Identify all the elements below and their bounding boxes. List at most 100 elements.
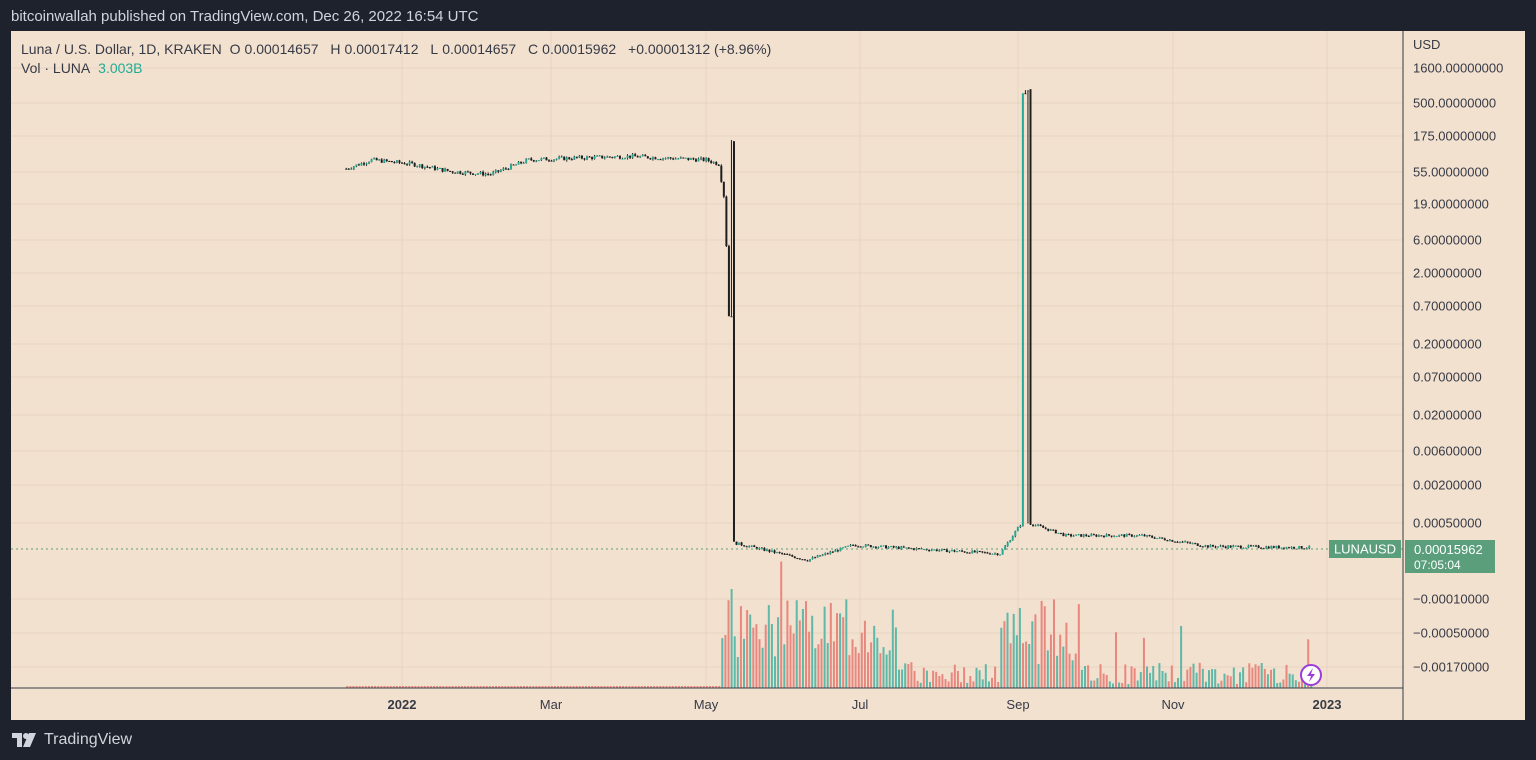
volume-bar bbox=[1037, 663, 1040, 688]
volume-bar bbox=[876, 637, 879, 688]
lightning-icon[interactable] bbox=[1300, 664, 1322, 686]
footer-brand-label: TradingView bbox=[44, 731, 133, 748]
candle-body bbox=[477, 173, 480, 175]
volume-bar bbox=[801, 609, 804, 688]
volume-bar bbox=[947, 681, 950, 688]
candle-body bbox=[596, 155, 599, 157]
legend-close: C 0.00015962 bbox=[528, 41, 617, 57]
candle-body bbox=[905, 547, 908, 549]
volume-bar bbox=[1251, 667, 1254, 688]
candle-body bbox=[613, 156, 616, 158]
volume-bar bbox=[770, 623, 773, 688]
volume-bar bbox=[411, 686, 414, 688]
candle-body bbox=[558, 156, 561, 159]
volume-bar bbox=[491, 686, 494, 688]
candle-body bbox=[1054, 529, 1057, 534]
volume-bar bbox=[646, 686, 649, 688]
volume-bar bbox=[752, 627, 755, 688]
volume-bar bbox=[916, 680, 919, 688]
candle-body bbox=[421, 164, 424, 169]
tradingview-logo-icon bbox=[12, 733, 36, 747]
candle-body bbox=[1287, 547, 1290, 549]
candle-body bbox=[446, 168, 449, 171]
volume-bar bbox=[925, 670, 928, 688]
candle-body bbox=[398, 160, 401, 163]
y-tick-label: 0.07000000 bbox=[1413, 370, 1482, 385]
volume-bar bbox=[882, 647, 885, 688]
candle-body bbox=[1042, 526, 1045, 528]
candle-body bbox=[629, 155, 632, 158]
footer-brand[interactable]: TradingView bbox=[12, 731, 132, 749]
volume-bar bbox=[1108, 681, 1111, 688]
volume-bar bbox=[1183, 680, 1186, 688]
volume-bar bbox=[724, 634, 727, 688]
volume-bar bbox=[780, 561, 783, 688]
candle-body bbox=[1120, 534, 1123, 536]
x-tick-label: 2023 bbox=[1313, 697, 1342, 712]
volume-bar bbox=[1263, 668, 1266, 688]
candle-body bbox=[355, 164, 358, 167]
candle-body bbox=[408, 161, 411, 165]
volume-bar bbox=[712, 686, 715, 688]
candle-body bbox=[1024, 93, 1027, 95]
candle-body bbox=[487, 173, 490, 175]
candle-body bbox=[735, 541, 738, 545]
candle-body bbox=[677, 158, 680, 160]
volume-bar bbox=[625, 686, 628, 688]
candle-body bbox=[664, 158, 667, 160]
volume-bar bbox=[935, 671, 938, 688]
candle-body bbox=[352, 166, 355, 169]
candle-body bbox=[1199, 545, 1202, 547]
volume-bar bbox=[535, 686, 538, 688]
candle-body bbox=[1206, 545, 1209, 548]
volume-bar bbox=[994, 666, 997, 688]
volume-bar bbox=[836, 613, 839, 688]
candle-body bbox=[798, 558, 801, 560]
volume-bar bbox=[460, 686, 463, 688]
candle-body bbox=[900, 546, 903, 549]
candle-body bbox=[907, 547, 910, 549]
candle-body bbox=[1308, 546, 1311, 549]
candle-body bbox=[981, 551, 984, 553]
candle-body bbox=[444, 168, 447, 172]
volume-bar bbox=[386, 686, 389, 688]
current-price-tag: 0.00015962 07:05:04 bbox=[1405, 540, 1495, 573]
y-tick-label: 0.70000000 bbox=[1413, 299, 1482, 314]
candle-body bbox=[553, 159, 556, 161]
candle-body bbox=[1194, 543, 1197, 545]
candle-body bbox=[479, 171, 482, 174]
volume-bar bbox=[1235, 683, 1238, 688]
volume-bar bbox=[721, 638, 724, 688]
candle-body bbox=[1026, 90, 1029, 92]
volume-bar bbox=[653, 686, 656, 688]
volume-bar bbox=[1139, 672, 1142, 688]
candle-body bbox=[1059, 532, 1062, 534]
volume-bar bbox=[355, 686, 358, 688]
candle-body bbox=[1100, 535, 1103, 537]
candle-body bbox=[540, 158, 543, 161]
candle-body bbox=[1209, 545, 1212, 548]
candle-body bbox=[662, 158, 665, 160]
volume-bar bbox=[1232, 667, 1235, 688]
grid-lines bbox=[11, 31, 1403, 688]
candle-body bbox=[499, 170, 502, 172]
volume-bar bbox=[1022, 643, 1025, 688]
candle-body bbox=[961, 550, 964, 552]
candles bbox=[345, 89, 1311, 562]
volume-bar bbox=[972, 681, 975, 688]
candle-body bbox=[608, 156, 611, 158]
volume-bar bbox=[1006, 612, 1009, 688]
volume-bar bbox=[1158, 663, 1161, 688]
candle-body bbox=[375, 158, 378, 161]
candle-body bbox=[416, 166, 419, 168]
candle-body bbox=[791, 554, 794, 557]
candle-body bbox=[621, 158, 624, 160]
candle-body bbox=[601, 155, 604, 159]
candle-body bbox=[1224, 546, 1227, 548]
volume-bar bbox=[798, 620, 801, 688]
volume-bar bbox=[913, 670, 916, 688]
volume-bar bbox=[1177, 677, 1180, 688]
volume-bar bbox=[718, 686, 721, 688]
candle-body bbox=[1128, 534, 1131, 536]
